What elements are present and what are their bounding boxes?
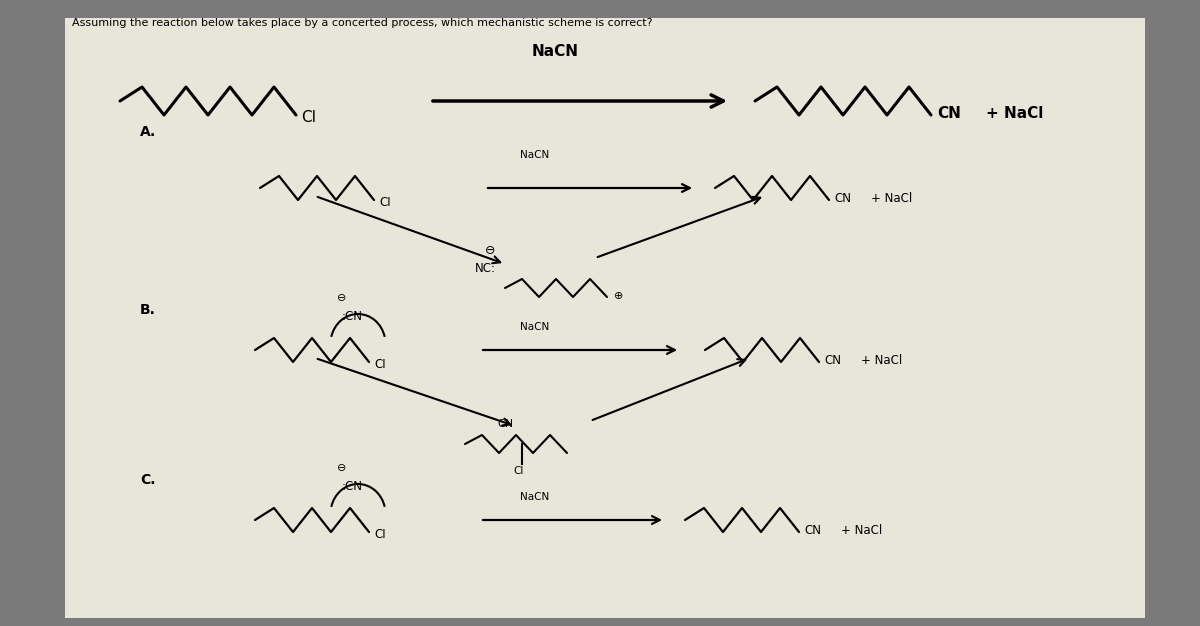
Text: CI: CI xyxy=(301,111,316,125)
Text: NaCN: NaCN xyxy=(521,150,550,160)
Text: CN: CN xyxy=(937,106,961,120)
Text: ⊖: ⊖ xyxy=(337,463,347,473)
Text: NaCN: NaCN xyxy=(532,44,578,59)
Text: + NaCl: + NaCl xyxy=(862,354,902,366)
Text: C.: C. xyxy=(140,473,156,487)
Text: ⊖: ⊖ xyxy=(485,244,496,257)
Text: + NaCl: + NaCl xyxy=(871,192,912,205)
Text: CI: CI xyxy=(374,528,385,540)
Text: CN: CN xyxy=(824,354,841,366)
Text: + NaCl: + NaCl xyxy=(841,523,882,536)
Text: NaCN: NaCN xyxy=(521,322,550,332)
Text: :CN: :CN xyxy=(342,309,362,322)
Text: CN: CN xyxy=(834,192,851,205)
Text: NaCN: NaCN xyxy=(521,492,550,502)
Text: CI: CI xyxy=(379,195,391,208)
Text: CN: CN xyxy=(497,419,514,429)
Text: Assuming the reaction below takes place by a concerted process, which mechanisti: Assuming the reaction below takes place … xyxy=(72,18,653,28)
Text: CN: CN xyxy=(804,523,821,536)
Text: CI: CI xyxy=(514,466,524,476)
Text: A.: A. xyxy=(140,125,156,139)
Text: :CN: :CN xyxy=(342,480,362,493)
Text: + NaCl: + NaCl xyxy=(986,106,1043,120)
Text: CI: CI xyxy=(374,357,385,371)
Text: B.: B. xyxy=(140,303,156,317)
Text: ⊕: ⊕ xyxy=(614,291,623,301)
Text: ⊖: ⊖ xyxy=(337,293,347,303)
FancyBboxPatch shape xyxy=(65,18,1145,618)
Text: NC:: NC: xyxy=(474,262,496,275)
